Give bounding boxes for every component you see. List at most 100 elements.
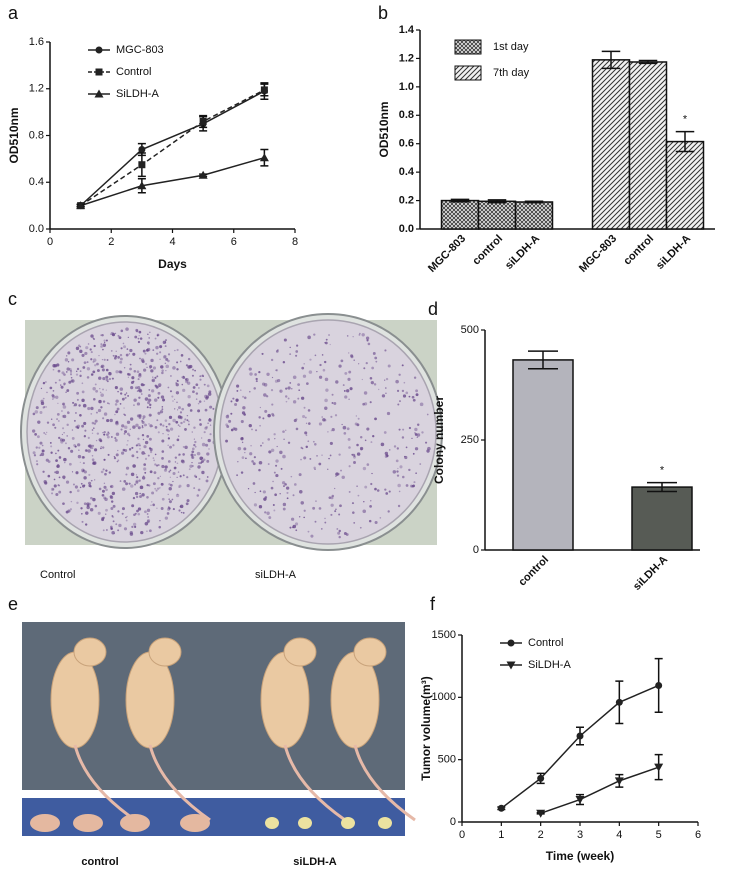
colony bbox=[203, 400, 206, 402]
x-tick-label: 4 bbox=[169, 236, 175, 248]
colony bbox=[206, 452, 210, 456]
colony bbox=[43, 432, 45, 434]
colony bbox=[80, 507, 83, 510]
colony bbox=[348, 398, 350, 401]
colony bbox=[348, 370, 352, 374]
colony bbox=[243, 447, 247, 451]
colony bbox=[178, 453, 181, 457]
colony bbox=[108, 377, 112, 381]
colony bbox=[146, 434, 150, 438]
colony bbox=[149, 367, 151, 369]
colony bbox=[157, 464, 160, 467]
colony bbox=[275, 473, 279, 478]
colony bbox=[85, 511, 89, 515]
colony bbox=[286, 491, 289, 494]
colony bbox=[157, 391, 161, 395]
colony bbox=[159, 385, 161, 388]
colony bbox=[181, 383, 184, 386]
colony bbox=[114, 437, 117, 440]
colony bbox=[283, 338, 287, 342]
colony bbox=[69, 370, 73, 373]
colony bbox=[172, 444, 175, 447]
colony bbox=[146, 495, 149, 499]
colony bbox=[115, 399, 119, 403]
colony bbox=[149, 365, 153, 369]
colony bbox=[75, 471, 79, 475]
colony bbox=[202, 458, 206, 462]
colony bbox=[205, 396, 209, 400]
colony bbox=[175, 420, 179, 424]
colony bbox=[121, 487, 126, 491]
colony bbox=[81, 382, 84, 385]
colony bbox=[335, 475, 337, 477]
colony bbox=[295, 529, 298, 532]
colony bbox=[361, 378, 363, 381]
colony bbox=[91, 421, 95, 425]
colony bbox=[160, 365, 164, 369]
colony bbox=[131, 525, 134, 529]
colony bbox=[187, 395, 191, 399]
colony bbox=[142, 417, 145, 420]
colony bbox=[144, 352, 147, 355]
colony bbox=[356, 423, 360, 427]
colony bbox=[295, 350, 299, 353]
colony bbox=[327, 431, 329, 433]
colony bbox=[304, 416, 307, 419]
colony bbox=[150, 414, 152, 417]
colony bbox=[175, 493, 180, 498]
colony bbox=[205, 479, 209, 483]
colony bbox=[259, 424, 261, 427]
colony bbox=[79, 413, 82, 417]
colony bbox=[146, 530, 148, 532]
colony bbox=[228, 419, 232, 423]
colony bbox=[144, 384, 146, 386]
photo-panel: e control siLDH-A bbox=[8, 594, 416, 868]
colony bbox=[368, 519, 372, 523]
colony bbox=[395, 459, 399, 463]
colony bbox=[71, 358, 75, 362]
colony bbox=[272, 414, 275, 417]
colony bbox=[82, 484, 85, 488]
colony bbox=[71, 471, 74, 473]
colony bbox=[128, 373, 131, 376]
colony bbox=[137, 385, 141, 390]
marker bbox=[655, 681, 663, 689]
x-tick-label: 3 bbox=[577, 829, 583, 841]
colony bbox=[94, 419, 98, 423]
colony bbox=[81, 353, 85, 357]
colony bbox=[180, 511, 183, 514]
colony bbox=[98, 487, 102, 491]
colony bbox=[347, 377, 351, 381]
x-tick-label: siLDH-A bbox=[631, 554, 670, 593]
colony bbox=[84, 351, 88, 356]
colony bbox=[291, 388, 293, 390]
colony bbox=[101, 333, 104, 337]
colony bbox=[363, 500, 365, 503]
colony bbox=[144, 397, 149, 401]
colony bbox=[101, 493, 105, 497]
colony bbox=[57, 463, 59, 466]
colony bbox=[132, 464, 136, 468]
colony bbox=[110, 484, 114, 489]
colony bbox=[88, 473, 91, 476]
colony bbox=[139, 357, 141, 360]
colony bbox=[364, 402, 368, 406]
colony bbox=[147, 394, 151, 398]
colony bbox=[163, 355, 167, 359]
y-tick-label: 0.0 bbox=[29, 223, 44, 235]
marker bbox=[138, 146, 146, 154]
colony bbox=[62, 414, 67, 419]
colony bbox=[134, 483, 137, 486]
colony bbox=[68, 462, 72, 466]
colony bbox=[346, 427, 350, 431]
colony bbox=[66, 389, 70, 392]
colony bbox=[103, 358, 106, 361]
colony bbox=[148, 398, 152, 402]
colony bbox=[179, 415, 183, 419]
colony bbox=[381, 394, 386, 398]
colony bbox=[65, 442, 67, 445]
x-axis-label: Days bbox=[158, 257, 187, 271]
y-axis-label: Colony number bbox=[432, 396, 446, 484]
colony bbox=[341, 475, 345, 480]
colony bbox=[279, 450, 283, 455]
